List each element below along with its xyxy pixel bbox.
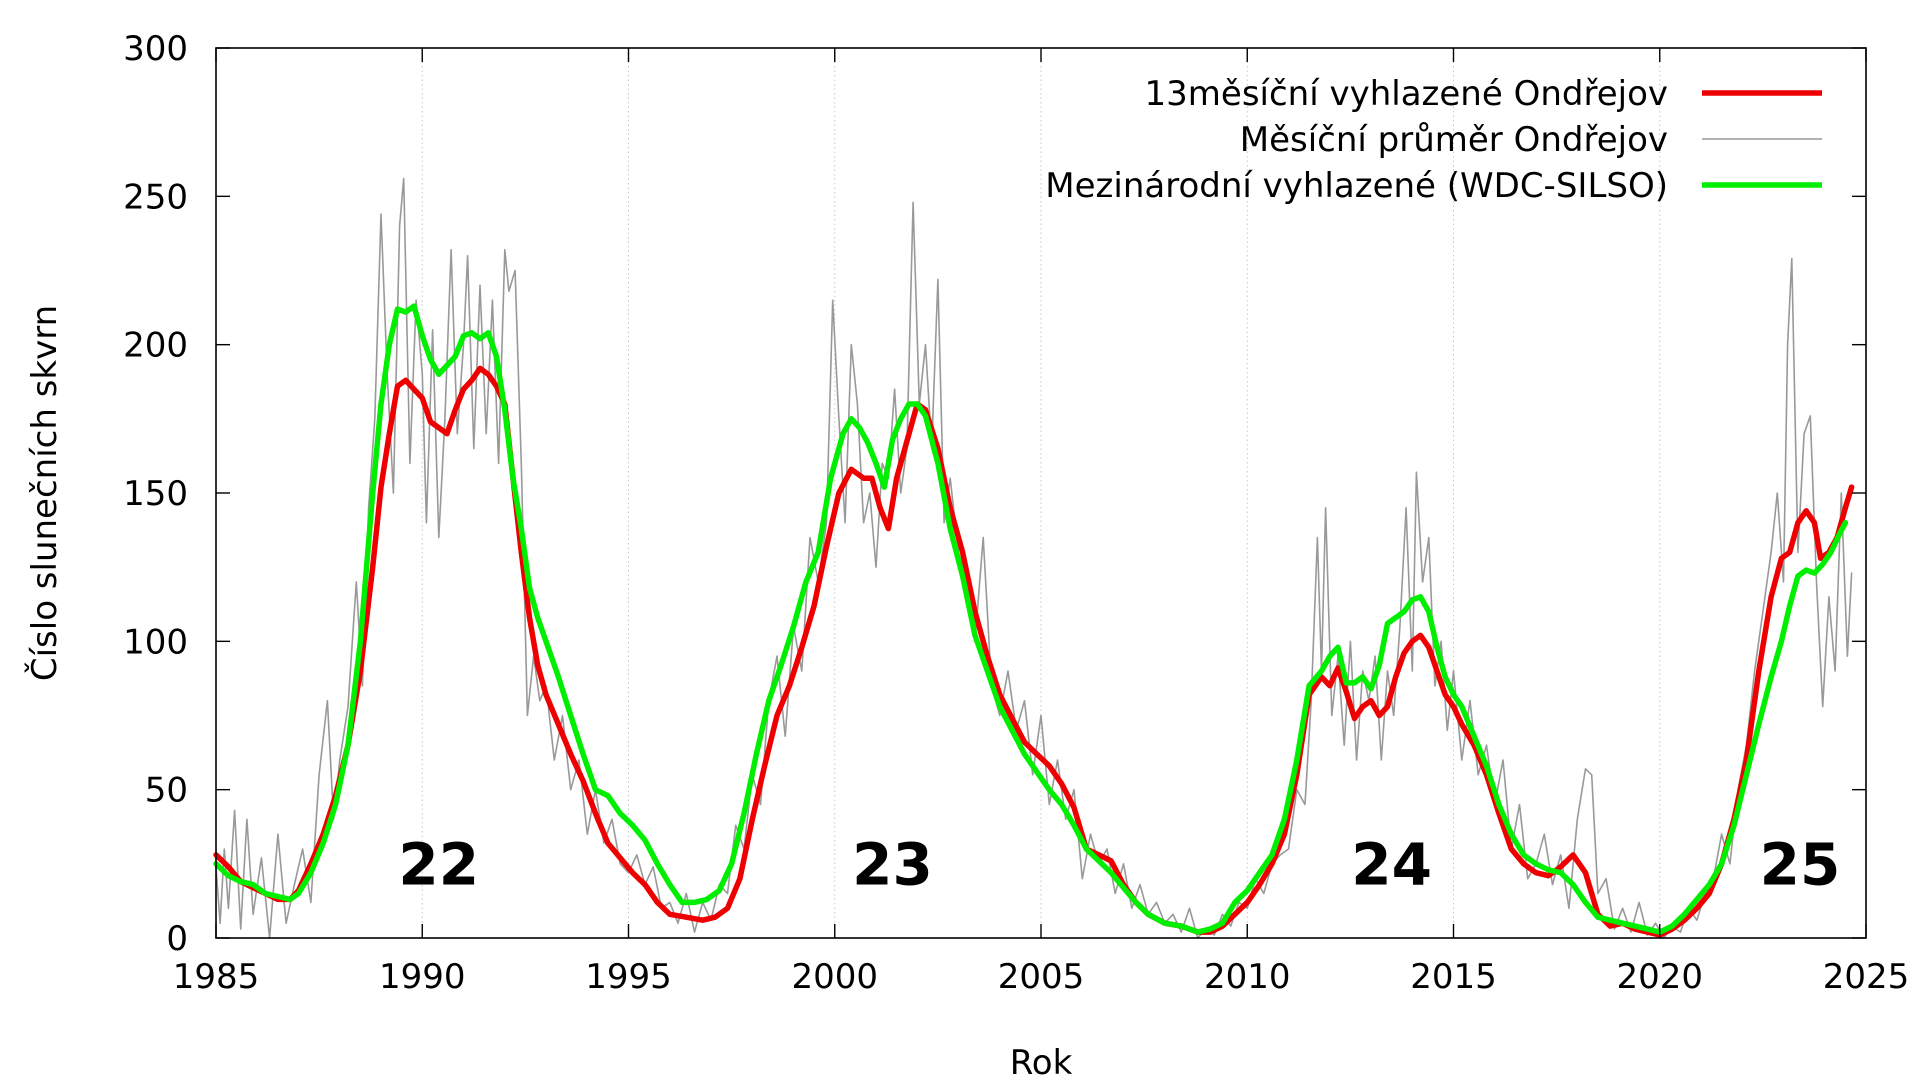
x-tick-label: 2020: [1616, 957, 1703, 997]
x-tick-label: 2010: [1204, 957, 1291, 997]
y-axis-label: Číslo slunečních skvrn: [24, 305, 65, 681]
cycle-label: 23: [852, 831, 933, 899]
y-tick-label: 150: [123, 474, 188, 514]
x-tick-label: 1985: [173, 957, 260, 997]
y-tick-label: 0: [166, 919, 188, 959]
x-tick-label: 2000: [791, 957, 878, 997]
series-line-monthly-mean-ondrejov: [215, 177, 1853, 939]
x-tick-label: 2005: [998, 957, 1085, 997]
series-line-smoothed-ondrejov: [213, 365, 1855, 938]
cycle-label: 22: [398, 831, 479, 899]
x-axis-label: Rok: [1010, 1043, 1073, 1080]
legend: 13měsíční vyhlazené Ondřejov Měsíční prům…: [1045, 74, 1822, 206]
x-tick-label: 2015: [1410, 957, 1497, 997]
legend-label: Měsíční průměr Ondřejov: [1240, 120, 1668, 160]
x-tick-label: 1990: [379, 957, 466, 997]
legend-label: Mezinárodní vyhlazené (WDC-SILSO): [1045, 166, 1668, 206]
cycle-label: 24: [1351, 831, 1432, 899]
cycle-labels: 22 23 24 25: [398, 831, 1840, 899]
legend-label: 13měsíční vyhlazené Ondřejov: [1145, 74, 1668, 114]
x-tick-label: 1995: [585, 957, 672, 997]
y-tick-label: 50: [145, 771, 188, 811]
y-tick-label: 300: [123, 29, 188, 69]
tick-labels: 1985 1990 1995 2000 2005 2010 2015 2020 2025 0 50 1…: [123, 29, 1909, 997]
y-tick-label: 100: [123, 622, 188, 662]
series-line-smoothed-wdc-silso: [213, 303, 1849, 935]
y-tick-label: 250: [123, 177, 188, 217]
x-tick-label: 2025: [1823, 957, 1910, 997]
cycle-label: 25: [1760, 831, 1841, 899]
axis-ticks: [215, 47, 1867, 939]
series-layer: [213, 177, 1855, 939]
y-tick-label: 200: [123, 326, 188, 366]
